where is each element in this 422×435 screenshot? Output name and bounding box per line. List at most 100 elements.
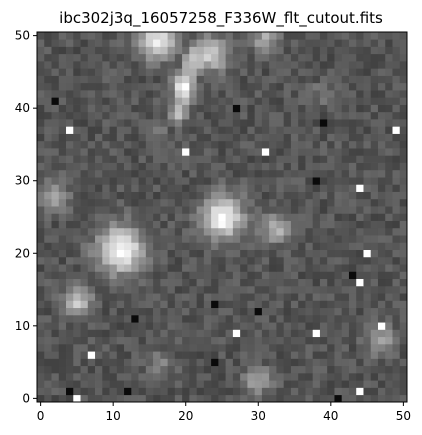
image-pixel (305, 336, 314, 345)
image-pixel (290, 358, 299, 367)
image-pixel (95, 133, 103, 142)
image-pixel (153, 68, 161, 76)
image-pixel (153, 372, 161, 381)
image-pixel (116, 126, 125, 134)
image-pixel (348, 358, 357, 367)
image-pixel (225, 365, 234, 374)
image-pixel (211, 97, 219, 105)
image-pixel (269, 90, 277, 98)
image-pixel (370, 82, 379, 91)
image-pixel (290, 177, 299, 185)
image-pixel (225, 111, 234, 120)
image-pixel (153, 162, 161, 171)
image-pixel (203, 227, 212, 236)
image-pixel (240, 249, 248, 258)
image-pixel (232, 329, 241, 338)
image-pixel (87, 119, 96, 127)
image-pixel (385, 191, 393, 200)
image-pixel (66, 177, 74, 185)
image-pixel (109, 329, 118, 338)
image-pixel (392, 119, 401, 127)
image-pixel (145, 293, 154, 301)
image-pixel (189, 351, 197, 359)
image-pixel (218, 351, 226, 359)
image-pixel (87, 213, 96, 221)
image-pixel (95, 322, 103, 330)
image-pixel (102, 68, 110, 76)
image-pixel (232, 169, 241, 178)
image-pixel (124, 293, 132, 301)
image-pixel (153, 242, 161, 250)
image-pixel (385, 351, 393, 359)
image-pixel (211, 329, 219, 338)
image-pixel (167, 75, 176, 84)
image-pixel (341, 242, 350, 250)
image-pixel (109, 249, 118, 258)
image-pixel (356, 53, 364, 62)
image-pixel (276, 336, 285, 345)
image-pixel (87, 278, 96, 287)
image-pixel (341, 322, 350, 330)
image-pixel (182, 206, 190, 214)
image-pixel (80, 343, 89, 352)
image-pixel (95, 285, 103, 294)
image-pixel (189, 148, 197, 156)
image-pixel (269, 271, 277, 280)
image-pixel (225, 82, 234, 91)
image-pixel (356, 32, 364, 40)
image-pixel (174, 285, 183, 294)
image-pixel (80, 293, 89, 301)
image-pixel (182, 75, 190, 84)
image-pixel (203, 148, 212, 156)
image-pixel (327, 82, 335, 91)
image-pixel (363, 235, 372, 243)
image-pixel (392, 90, 401, 98)
image-pixel (73, 387, 81, 396)
image-pixel (348, 394, 357, 403)
image-pixel (298, 39, 306, 47)
image-pixel (225, 271, 234, 280)
image-pixel (218, 68, 226, 76)
image-pixel (66, 307, 74, 316)
image-pixel (327, 148, 335, 156)
image-pixel (124, 322, 132, 330)
image-pixel (167, 177, 176, 185)
image-pixel (37, 394, 45, 403)
image-pixel (370, 380, 379, 388)
image-pixel (203, 256, 212, 265)
image-pixel (240, 119, 248, 127)
image-pixel (399, 90, 408, 98)
image-pixel (131, 307, 139, 316)
image-pixel (385, 97, 393, 105)
image-pixel (225, 140, 234, 149)
image-pixel (319, 53, 328, 62)
image-pixel (37, 220, 45, 229)
image-pixel (334, 169, 343, 178)
image-pixel (182, 329, 190, 338)
image-pixel (305, 372, 314, 381)
image-pixel (290, 162, 299, 171)
image-pixel (153, 285, 161, 294)
image-pixel (167, 227, 176, 236)
image-pixel (145, 169, 154, 178)
image-pixel (254, 242, 263, 250)
image-pixel (276, 126, 285, 134)
image-pixel (160, 162, 168, 171)
image-pixel (80, 162, 89, 171)
image-pixel (87, 75, 96, 84)
image-pixel (356, 235, 364, 243)
image-pixel (203, 271, 212, 280)
image-pixel (58, 206, 67, 214)
image-pixel (290, 191, 299, 200)
image-pixel (319, 148, 328, 156)
image-pixel (334, 68, 343, 76)
image-pixel (138, 53, 147, 62)
image-pixel (37, 235, 45, 243)
image-pixel (392, 155, 401, 163)
image-pixel (240, 329, 248, 338)
image-pixel (131, 329, 139, 338)
image-pixel (334, 155, 343, 163)
image-pixel (240, 148, 248, 156)
image-pixel (203, 97, 212, 105)
image-pixel (58, 82, 67, 91)
